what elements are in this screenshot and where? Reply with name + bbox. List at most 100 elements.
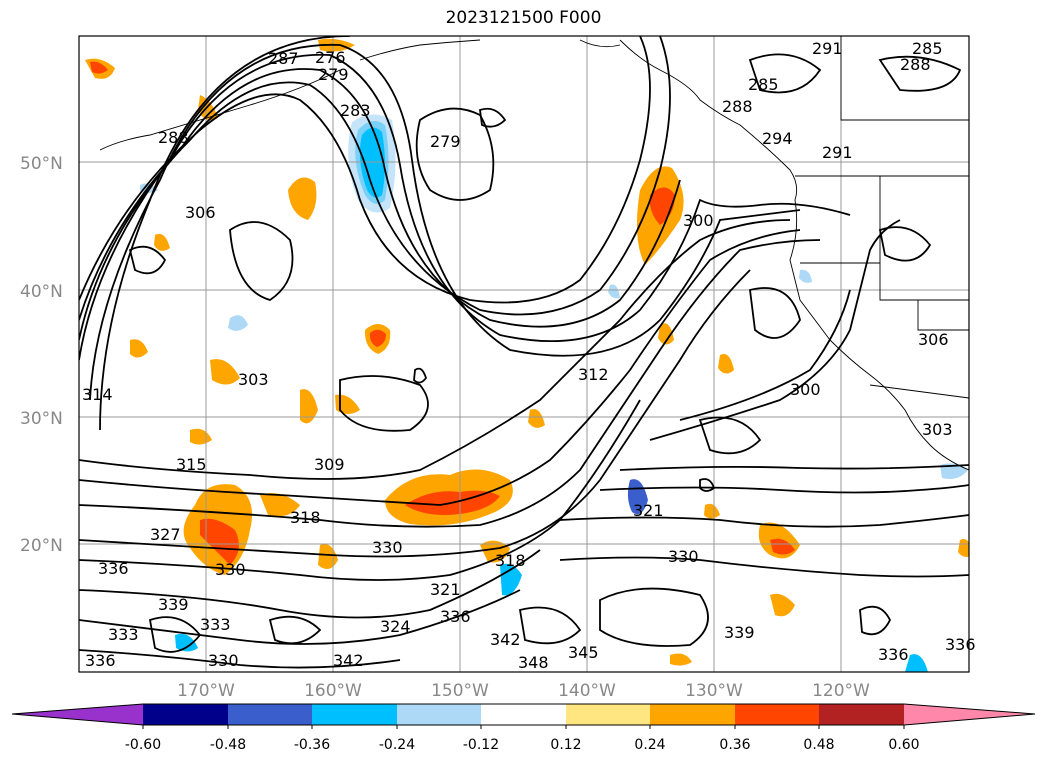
map-title: 2023121500 F000 — [445, 8, 602, 28]
contour-label: 318 — [495, 551, 526, 570]
colorbar-tick: 0.60 — [888, 737, 919, 753]
grid-lines — [79, 36, 969, 672]
contour-label: 309 — [314, 455, 345, 474]
colorbar-tick: 0.12 — [550, 737, 581, 753]
contour-label: 300 — [790, 380, 821, 399]
colorbar-tick: -0.60 — [125, 737, 161, 753]
colorbar-swatch — [397, 704, 481, 725]
contour-label: 306 — [185, 203, 216, 222]
lat-label: 50°N — [20, 154, 63, 174]
colorbar-tick: -0.12 — [463, 737, 499, 753]
colorbar-swatch — [819, 704, 904, 725]
shade-orange — [335, 394, 360, 414]
colorbar-swatch — [481, 704, 566, 725]
contour-label: 345 — [568, 643, 599, 662]
shade-orange — [658, 323, 674, 345]
shade-orange — [154, 233, 170, 251]
contour-label: 283 — [340, 101, 371, 120]
shade-blue — [175, 633, 198, 652]
colorbar-tick: 0.24 — [634, 737, 665, 753]
contour-label: 303 — [922, 420, 953, 439]
latitude-labels: 50°N 40°N 30°N 20°N — [20, 154, 63, 556]
contour-label: 333 — [200, 615, 231, 634]
shade-red — [90, 61, 108, 74]
colorbar-tick: 0.48 — [803, 737, 834, 753]
shade-orange — [210, 359, 240, 385]
shade-orange — [670, 653, 692, 666]
colorbar-swatch — [650, 704, 735, 725]
shade-orange — [300, 389, 318, 424]
contour-label: 336 — [945, 635, 976, 654]
contour-label: 330 — [215, 560, 246, 579]
map-frame — [78, 35, 970, 673]
contour-label: 336 — [98, 559, 129, 578]
contour-label: 288 — [900, 55, 931, 74]
contour-label: 348 — [518, 653, 549, 672]
colorbar-swatch — [228, 704, 312, 725]
lat-label: 40°N — [20, 282, 63, 302]
shade-orange — [770, 593, 795, 617]
contour-label: 300 — [683, 211, 714, 230]
coastlines — [99, 36, 969, 471]
contour-label: 285 — [748, 75, 779, 94]
longitude-labels: 170°W 160°W 150°W 140°W 130°W 120°W — [177, 681, 870, 701]
lon-label: 130°W — [685, 681, 743, 701]
shade-blue — [905, 654, 928, 672]
shade-orange — [528, 409, 545, 428]
contour-label: 291 — [822, 143, 853, 162]
contour-label: 330 — [372, 538, 403, 557]
colorbar: -0.60 -0.48 -0.36 -0.24 -0.12 0.12 0.24 … — [11, 703, 1036, 753]
shade-orange — [958, 539, 969, 557]
contour-label: 324 — [380, 617, 411, 636]
lon-label: 160°W — [304, 681, 362, 701]
lon-label: 120°W — [812, 681, 870, 701]
shade-red — [369, 329, 386, 347]
contour-label: 336 — [440, 607, 471, 626]
contour-label: 306 — [918, 330, 949, 349]
shade-orange — [260, 492, 300, 517]
contour-label: 315 — [176, 455, 207, 474]
contour-label: 318 — [290, 508, 321, 527]
colorbar-tick: -0.24 — [379, 737, 415, 753]
lon-label: 150°W — [431, 681, 489, 701]
contour-label: 336 — [85, 651, 116, 670]
colorbar-tick: -0.36 — [294, 737, 330, 753]
shade-light-blue — [608, 284, 620, 299]
contour-label: 287 — [268, 49, 299, 68]
contour-label: 339 — [724, 623, 755, 642]
colorbar-swatch — [312, 704, 397, 725]
contour-label: 291 — [812, 39, 843, 58]
contour-label: 303 — [238, 370, 269, 389]
contour-label: 294 — [762, 129, 793, 148]
colorbar-swatch — [566, 704, 650, 725]
colorbar-extend-left — [12, 704, 143, 725]
lat-label: 30°N — [20, 409, 63, 429]
contour-label: 333 — [108, 625, 139, 644]
contour-label: 342 — [333, 651, 364, 670]
lon-label: 170°W — [177, 681, 235, 701]
shade-orange — [130, 339, 148, 358]
colorbar-swatch — [143, 704, 228, 725]
colorbar-swatch — [735, 704, 819, 725]
contour-label: 288 — [158, 128, 189, 147]
shade-red — [770, 538, 795, 555]
contour-label: 312 — [578, 365, 609, 384]
contour-label: 339 — [158, 595, 189, 614]
contour-label: 288 — [722, 97, 753, 116]
shade-orange — [198, 95, 218, 121]
contour-label: 342 — [490, 630, 521, 649]
contour-label: 285 — [912, 39, 943, 58]
shade-light-blue — [228, 315, 248, 331]
shade-light-blue — [799, 269, 812, 283]
contour-label: 279 — [318, 65, 349, 84]
contour-labels: 287 276 279 288 285 291 285 288 288 294 … — [82, 39, 976, 672]
contour-label: 314 — [82, 385, 113, 404]
shade-red — [200, 518, 239, 565]
contour-label: 330 — [208, 651, 239, 670]
shade-orange — [704, 503, 720, 519]
contour-label: 321 — [633, 501, 664, 520]
colorbar-tick: -0.48 — [210, 737, 246, 753]
contour-label: 276 — [315, 48, 346, 67]
contour-label: 279 — [430, 132, 461, 151]
